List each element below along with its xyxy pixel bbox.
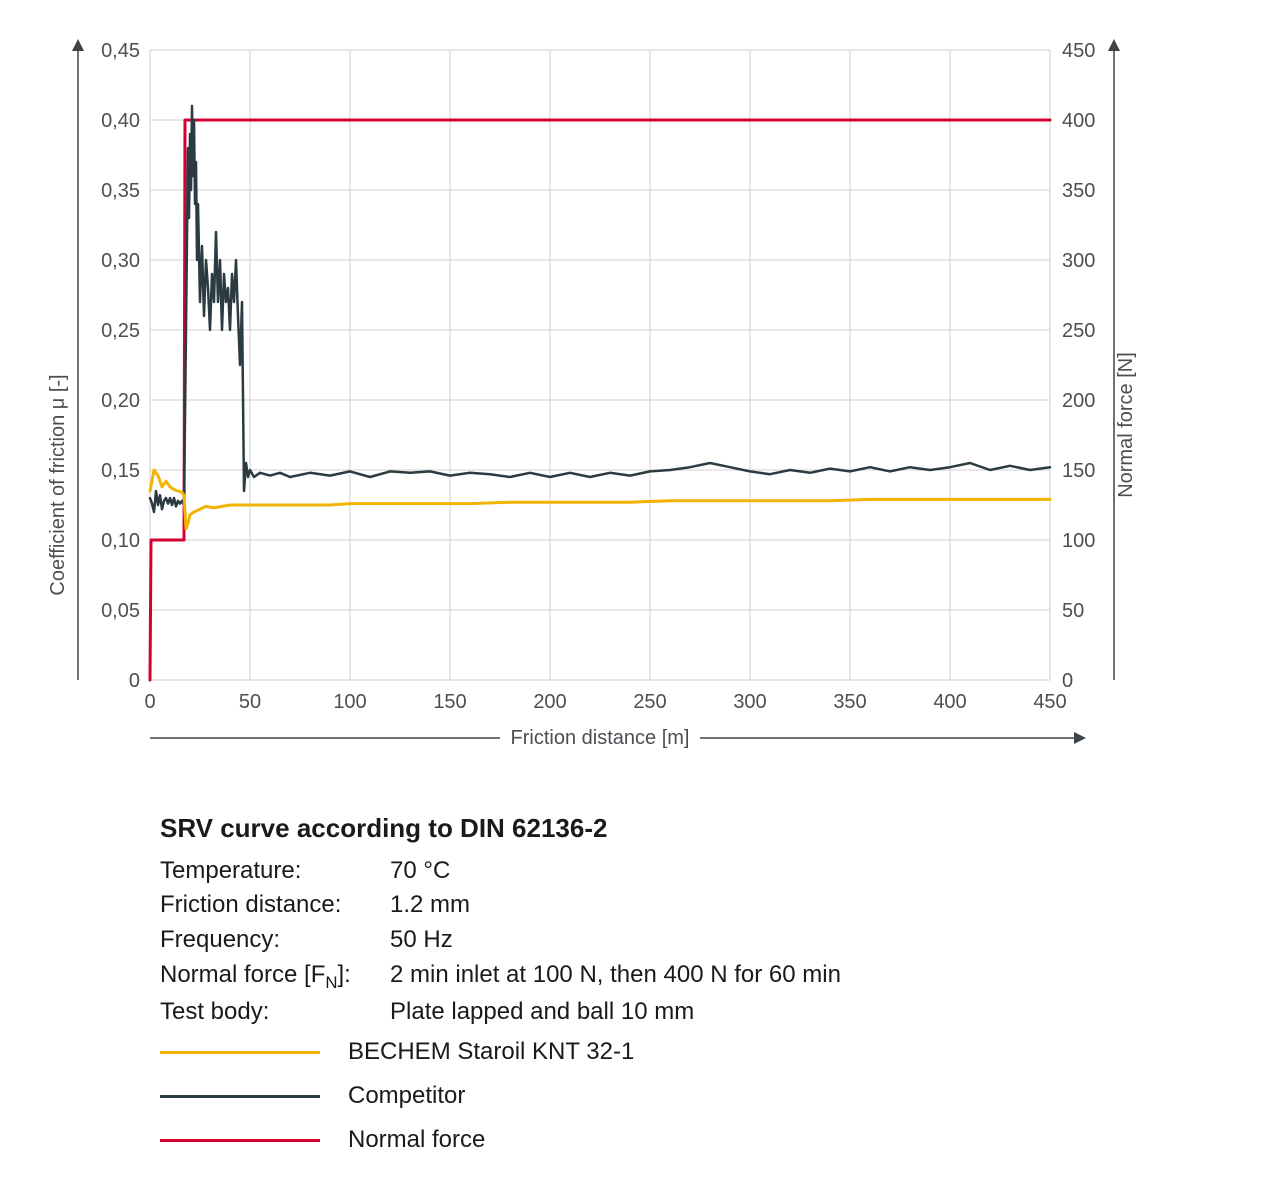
svg-text:100: 100 (1062, 530, 1095, 552)
legend-row: Competitor (160, 1074, 1060, 1118)
legend-label: BECHEM Staroil KNT 32-1 (348, 1038, 634, 1066)
svg-text:300: 300 (1062, 250, 1095, 272)
legend-label: Competitor (348, 1082, 465, 1110)
svg-text:0: 0 (129, 670, 140, 692)
svg-text:200: 200 (1062, 390, 1095, 412)
description-label: Normal force [FN]: (160, 958, 390, 995)
svg-text:250: 250 (1062, 320, 1095, 342)
description-value: 70 °C (390, 854, 450, 889)
svg-text:350: 350 (833, 691, 866, 713)
svg-text:0,05: 0,05 (101, 600, 140, 622)
friction-chart: 0 0,05 0,10 0,15 0,20 0,25 0,30 0,35 0,40 0,45 0 50… (40, 30, 1140, 770)
description-value: 1.2 mm (390, 888, 470, 923)
svg-text:Coefficient of friction μ [-]: Coefficient of friction μ [-] (47, 374, 69, 595)
svg-text:0,40: 0,40 (101, 110, 140, 132)
legend-label: Normal force (348, 1126, 485, 1154)
svg-text:0,35: 0,35 (101, 180, 140, 202)
description-value: 2 min inlet at 100 N, then 400 N for 60 … (390, 958, 841, 995)
svg-text:450: 450 (1062, 40, 1095, 62)
description-row: Temperature:70 °C (160, 854, 1060, 889)
svg-text:300: 300 (733, 691, 766, 713)
legend: BECHEM Staroil KNT 32-1 Competitor Normal … (160, 1030, 1060, 1162)
legend-swatch (160, 1139, 320, 1142)
chart-svg: 0 0,05 0,10 0,15 0,20 0,25 0,30 0,35 0,40 0,45 0 50… (40, 30, 1140, 770)
svg-text:50: 50 (1062, 600, 1084, 622)
description-row: Normal force [FN]:2 min inlet at 100 N, … (160, 958, 1060, 995)
svg-text:0,15: 0,15 (101, 460, 140, 482)
description-value: Plate lapped and ball 10 mm (390, 995, 694, 1030)
description-block: SRV curve according to DIN 62136-2 Tempe… (160, 810, 1060, 1030)
svg-text:Normal force [N]: Normal force [N] (1115, 352, 1137, 498)
svg-text:0,45: 0,45 (101, 40, 140, 62)
description-label: Frequency: (160, 923, 390, 958)
description-row: Test body:Plate lapped and ball 10 mm (160, 995, 1060, 1030)
svg-text:Friction distance [m]: Friction distance [m] (511, 727, 690, 749)
description-title: SRV curve according to DIN 62136-2 (160, 810, 1060, 848)
svg-text:100: 100 (333, 691, 366, 713)
svg-text:150: 150 (1062, 460, 1095, 482)
svg-text:450: 450 (1033, 691, 1066, 713)
description-row: Frequency:50 Hz (160, 923, 1060, 958)
svg-text:50: 50 (239, 691, 261, 713)
svg-text:350: 350 (1062, 180, 1095, 202)
legend-swatch (160, 1095, 320, 1098)
svg-text:400: 400 (933, 691, 966, 713)
description-label: Friction distance: (160, 888, 390, 923)
legend-row: Normal force (160, 1118, 1060, 1162)
description-value: 50 Hz (390, 923, 453, 958)
legend-swatch (160, 1051, 320, 1054)
svg-text:0: 0 (1062, 670, 1073, 692)
svg-text:150: 150 (433, 691, 466, 713)
description-rows: Temperature:70 °CFriction distance:1.2 m… (160, 854, 1060, 1030)
svg-text:200: 200 (533, 691, 566, 713)
svg-text:0,30: 0,30 (101, 250, 140, 272)
legend-row: BECHEM Staroil KNT 32-1 (160, 1030, 1060, 1074)
svg-text:250: 250 (633, 691, 666, 713)
description-label: Test body: (160, 995, 390, 1030)
description-label: Temperature: (160, 854, 390, 889)
svg-text:0: 0 (144, 691, 155, 713)
svg-text:0,10: 0,10 (101, 530, 140, 552)
svg-text:0,20: 0,20 (101, 390, 140, 412)
svg-text:0,25: 0,25 (101, 320, 140, 342)
svg-text:400: 400 (1062, 110, 1095, 132)
description-row: Friction distance:1.2 mm (160, 888, 1060, 923)
